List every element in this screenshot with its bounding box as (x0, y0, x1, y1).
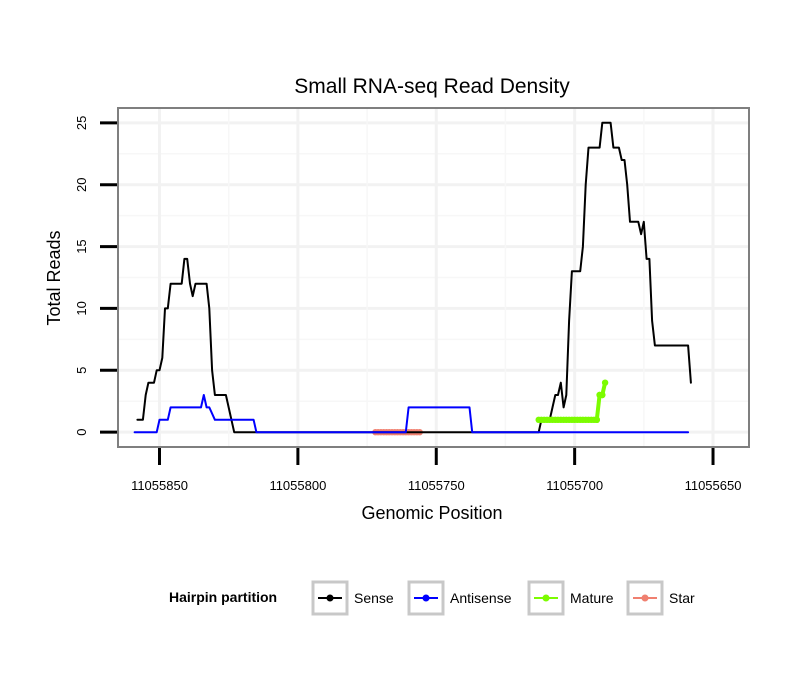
legend-item-mature: Mature (527, 580, 614, 616)
x-tick-label: 11055750 (408, 478, 465, 493)
x-axis: 11055850 11055800 11055750 11055700 11055650 (131, 448, 741, 493)
series-line-sense (136, 121, 692, 434)
legend: Hairpin partition Sense Antisense Mature St… (169, 580, 695, 616)
legend-label-mature: Mature (570, 590, 614, 606)
series-layer (133, 121, 692, 436)
x-tick-label: 11055800 (269, 478, 326, 493)
legend-key-point (641, 594, 649, 602)
y-tick-label: 15 (74, 239, 89, 253)
legend-label-star: Star (669, 590, 695, 606)
x-tick-label: 11055650 (685, 478, 742, 493)
series-line-antisense (133, 394, 690, 434)
y-tick-label: 5 (74, 367, 89, 374)
y-axis: 0 5 10 15 20 25 (74, 116, 117, 436)
data-point-mature (601, 379, 609, 386)
legend-item-antisense: Antisense (407, 580, 512, 616)
y-tick-label: 20 (74, 177, 89, 191)
series-antisense (133, 394, 690, 434)
series-mature (535, 379, 609, 423)
legend-label-antisense: Antisense (450, 590, 512, 606)
data-point-mature (593, 416, 600, 423)
y-tick-label: 25 (74, 116, 89, 130)
legend-item-sense: Sense (311, 580, 394, 616)
legend-label-sense: Sense (354, 590, 394, 606)
legend-title: Hairpin partition (169, 589, 277, 605)
legend-key-point (422, 594, 430, 602)
legend-key-point (326, 594, 334, 602)
y-tick-label: 10 (74, 301, 89, 315)
y-axis-title: Total Reads (44, 230, 64, 325)
x-axis-title: Genomic Position (361, 503, 502, 523)
legend-item-star: Star (626, 580, 695, 616)
y-tick-label: 0 (74, 429, 89, 436)
x-tick-label: 11055850 (131, 478, 188, 493)
x-tick-label: 11055700 (546, 478, 603, 493)
data-point-mature (599, 391, 606, 399)
chart-title: Small RNA-seq Read Density (294, 75, 570, 98)
legend-key-point (542, 594, 550, 602)
series-sense (136, 121, 692, 434)
